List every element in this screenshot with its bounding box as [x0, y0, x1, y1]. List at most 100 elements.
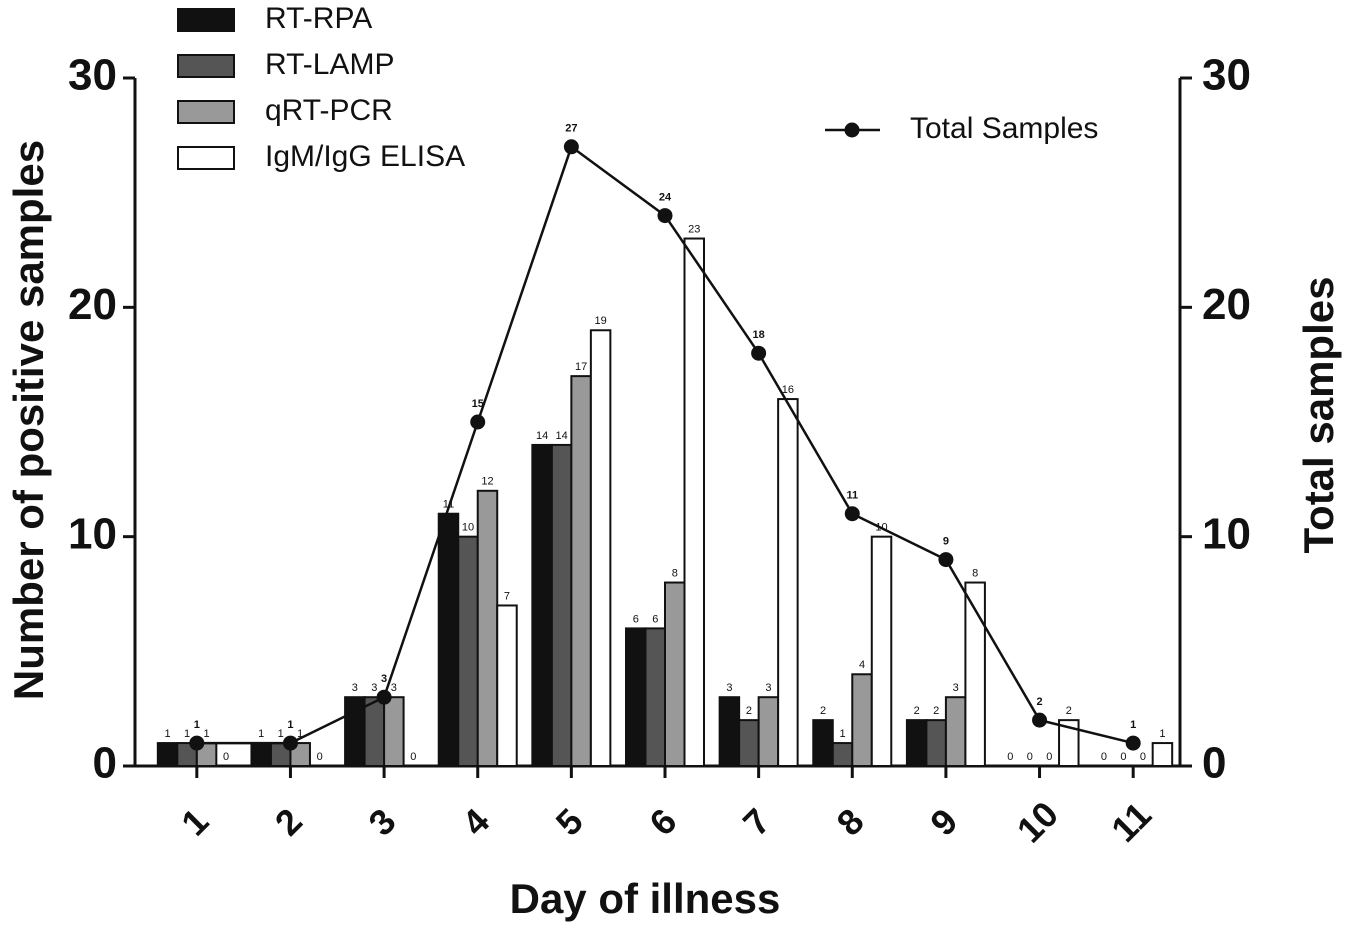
bar-value-label: 1: [1159, 728, 1165, 740]
bar: [870, 535, 893, 768]
x-tick-label: 7: [735, 800, 778, 843]
bar-value-label: 1: [258, 728, 264, 740]
bar-value-label: 1: [204, 728, 210, 740]
bar-value-label: 3: [953, 682, 959, 694]
bar-value-label: 19: [594, 315, 606, 327]
total-point: [751, 345, 767, 361]
bar: [1151, 742, 1174, 767]
bar: [905, 719, 928, 768]
total-value-label: 24: [659, 192, 672, 204]
total-point: [282, 735, 298, 751]
bar-value-label: 3: [391, 682, 397, 694]
total-point: [1125, 735, 1141, 751]
bar: [437, 512, 460, 767]
y2-tick-label: 20: [1202, 280, 1251, 329]
bar-value-label: 0: [1046, 751, 1052, 763]
x-axis-title: Day of illness: [510, 875, 781, 922]
y-tick-label: 30: [68, 51, 117, 100]
bar: [718, 696, 741, 768]
bar-value-label: 0: [1140, 751, 1146, 763]
bar-value-label: 0: [223, 751, 229, 763]
total-value-label: 18: [753, 329, 765, 341]
legend-label: IgM/IgG ELISA: [265, 140, 465, 173]
total-point: [1032, 712, 1048, 728]
bar-value-label: 6: [633, 613, 639, 625]
total-value-label: 2: [1036, 696, 1042, 708]
bar: [964, 581, 986, 767]
total-value-label: 15: [472, 398, 484, 410]
bar: [683, 237, 705, 768]
total-value-label: 11: [846, 490, 858, 502]
bar: [777, 398, 799, 767]
bar: [476, 489, 499, 767]
bar: [550, 443, 573, 767]
bar-value-label: 1: [297, 728, 303, 740]
y-axis-title: Number of positive samples: [5, 140, 52, 700]
y2-tick-label: 30: [1202, 51, 1251, 100]
y2-axis-title: Total samples: [1295, 277, 1342, 554]
bar-value-label: 3: [371, 682, 377, 694]
legend-swatch: [177, 100, 235, 124]
bar-value-label: 3: [765, 682, 771, 694]
total-point: [563, 139, 579, 155]
y-tick-label: 0: [93, 739, 117, 788]
total-point: [844, 506, 860, 522]
bar: [531, 443, 553, 767]
total-value-label: 3: [381, 673, 387, 685]
bar-value-label: 0: [1120, 751, 1126, 763]
bar: [757, 696, 780, 768]
total-value-label: 9: [943, 536, 949, 548]
total-value-label: 1: [287, 719, 293, 731]
bar-value-label: 10: [462, 522, 474, 534]
x-tick-label: 11: [1103, 794, 1159, 850]
bar: [831, 742, 854, 767]
bar-value-label: 8: [972, 567, 978, 579]
legend-label: RT-LAMP: [265, 48, 394, 81]
bar-value-label: 2: [914, 705, 920, 717]
x-tick-label: 2: [267, 800, 310, 843]
bar-value-label: 7: [504, 590, 510, 602]
legend-label: qRT-PCR: [265, 94, 393, 127]
bar: [851, 673, 873, 767]
bar: [383, 696, 405, 768]
bar: [250, 742, 272, 767]
bar: [812, 719, 834, 768]
total-point: [376, 689, 392, 705]
bar-value-label: 14: [555, 430, 567, 442]
bar: [644, 627, 666, 768]
bar-value-label: 0: [410, 751, 416, 763]
y-tick-label: 10: [68, 509, 117, 558]
bar-value-label: 2: [746, 705, 752, 717]
bar-value-label: 1: [839, 728, 845, 740]
bar-value-label: 2: [933, 705, 939, 717]
bar-value-label: 0: [317, 751, 323, 763]
bar: [625, 627, 647, 768]
bar-value-label: 8: [672, 567, 678, 579]
bar: [589, 329, 612, 767]
bar-value-label: 0: [1101, 751, 1107, 763]
y2-tick-label: 10: [1202, 509, 1251, 558]
bar-value-label: 12: [481, 476, 493, 488]
total-value-label: 1: [1130, 719, 1136, 731]
total-point: [938, 552, 954, 568]
x-tick-label: 3: [360, 800, 403, 843]
bar: [457, 535, 479, 768]
bar-value-label: 14: [536, 430, 548, 442]
bar-value-label: 16: [782, 384, 794, 396]
bar: [570, 375, 592, 767]
bar-value-label: 0: [1007, 751, 1013, 763]
bar-value-label: 3: [352, 682, 358, 694]
bar-value-label: 17: [575, 361, 587, 373]
legend-label: Total Samples: [910, 112, 1098, 145]
bar: [944, 696, 967, 768]
total-point: [189, 735, 205, 751]
bar-value-label: 23: [688, 223, 700, 235]
bar: [289, 742, 311, 767]
bar: [738, 719, 760, 768]
legend-swatch: [177, 8, 235, 32]
bar: [1058, 719, 1080, 768]
bar-value-label: 0: [1027, 751, 1033, 763]
legend-swatch: [177, 54, 235, 78]
x-tick-label: 5: [548, 800, 591, 843]
